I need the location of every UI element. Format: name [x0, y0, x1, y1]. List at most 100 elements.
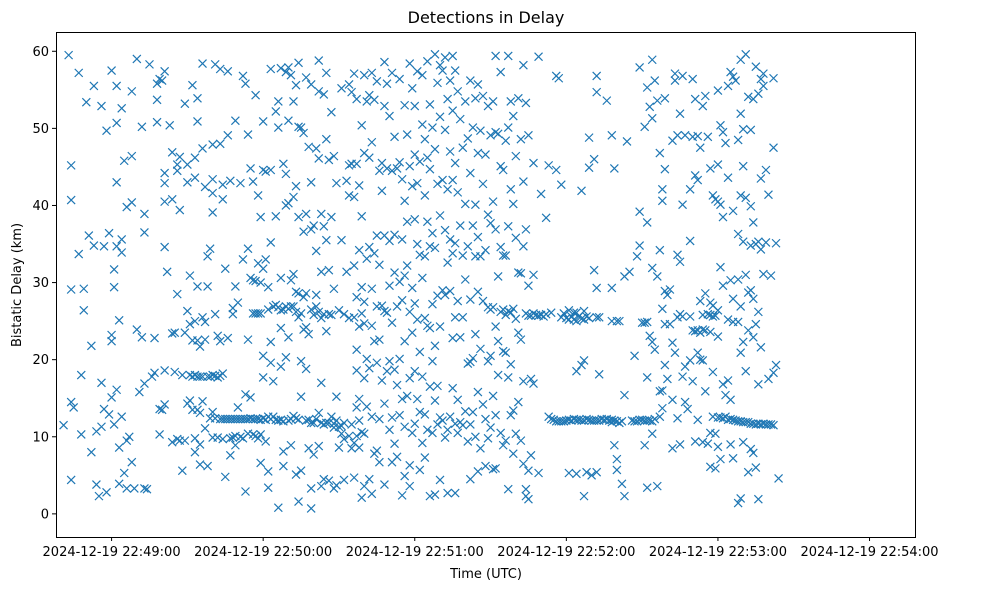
detection-point [513, 268, 523, 277]
detection-point [617, 416, 627, 426]
detection-point [503, 372, 513, 382]
detection-point [450, 419, 460, 429]
detection-point [420, 453, 430, 463]
detection-point [213, 331, 223, 341]
detection-point [705, 164, 715, 173]
detection-point [493, 370, 503, 380]
detection-point [218, 434, 228, 444]
detection-point [526, 374, 536, 384]
detection-point [407, 83, 417, 93]
detection-point [374, 457, 384, 467]
detection-point [655, 386, 665, 396]
detection-point [230, 440, 240, 450]
detection-point [746, 444, 756, 454]
detection-point [410, 298, 420, 308]
detection-point [172, 166, 182, 176]
detection-point [225, 433, 235, 443]
detection-point [385, 425, 394, 435]
detection-point [524, 311, 533, 321]
detection-point [326, 212, 336, 222]
detection-point [258, 413, 268, 423]
detection-point [117, 103, 127, 113]
detection-point [109, 420, 119, 429]
detection-point [518, 376, 528, 386]
detection-point [660, 286, 670, 296]
detection-point [276, 305, 286, 315]
detection-point [395, 157, 405, 167]
detection-point [458, 251, 468, 261]
detection-point [642, 317, 652, 327]
detection-point [584, 133, 594, 143]
detection-point [443, 184, 453, 194]
detection-point [402, 217, 412, 227]
detection-point [291, 307, 301, 317]
detection-point [685, 356, 695, 365]
detection-point [728, 415, 738, 425]
detection-point [425, 100, 435, 109]
detection-point [657, 304, 667, 314]
detection-point [99, 241, 109, 251]
detection-point [511, 233, 521, 243]
detection-point [478, 399, 488, 409]
detection-point [529, 158, 538, 168]
detection-point [291, 80, 301, 90]
detection-point [738, 124, 748, 134]
detection-point [405, 481, 415, 491]
detection-point [362, 354, 372, 364]
detection-point [160, 399, 170, 409]
detection-point [380, 306, 389, 316]
detection-point [584, 313, 594, 323]
detection-point [311, 302, 321, 311]
detection-point [334, 305, 344, 315]
detection-point [117, 248, 127, 257]
detection-point [450, 312, 460, 322]
detection-point [695, 355, 705, 365]
x-tick-label: 2024-12-19 22:51:00 [346, 545, 484, 560]
detection-point [743, 92, 753, 102]
detection-point [119, 468, 129, 478]
detection-point [198, 396, 207, 406]
detection-point [291, 413, 301, 423]
detection-point [344, 431, 354, 441]
detection-point [481, 150, 490, 160]
detection-point [410, 150, 420, 160]
detection-point [284, 63, 293, 72]
detection-point [473, 387, 483, 397]
detection-point [382, 308, 392, 318]
detection-point [284, 198, 293, 208]
detection-point [301, 364, 311, 374]
detection-point [743, 325, 753, 335]
detection-point [294, 288, 303, 298]
y-tick-label: 20 [32, 353, 49, 368]
detection-point [180, 99, 190, 109]
detection-point [357, 308, 367, 318]
detection-point [612, 454, 622, 464]
detection-point [256, 308, 266, 318]
detection-point [248, 430, 258, 439]
detection-point [723, 173, 733, 183]
detection-point [289, 302, 298, 311]
detection-point [698, 356, 708, 365]
detection-point [503, 306, 513, 316]
detection-point [412, 239, 422, 249]
detection-point [238, 71, 248, 81]
detection-point [508, 111, 518, 121]
detection-point [175, 152, 185, 162]
detection-point [198, 59, 207, 69]
detection-point [582, 467, 591, 477]
detection-point [289, 269, 298, 279]
detection-point [630, 351, 639, 361]
detection-point [157, 405, 167, 415]
detection-point [758, 269, 768, 279]
detection-point [463, 241, 473, 251]
detection-point [756, 174, 766, 183]
detection-point [678, 71, 687, 81]
detection-point [362, 96, 372, 106]
detection-point [66, 195, 76, 205]
detection-point [764, 190, 773, 200]
detection-point [690, 436, 700, 446]
detection-point [680, 397, 690, 407]
detection-point [481, 245, 490, 255]
detection-point [473, 148, 483, 158]
detection-point [640, 318, 650, 328]
